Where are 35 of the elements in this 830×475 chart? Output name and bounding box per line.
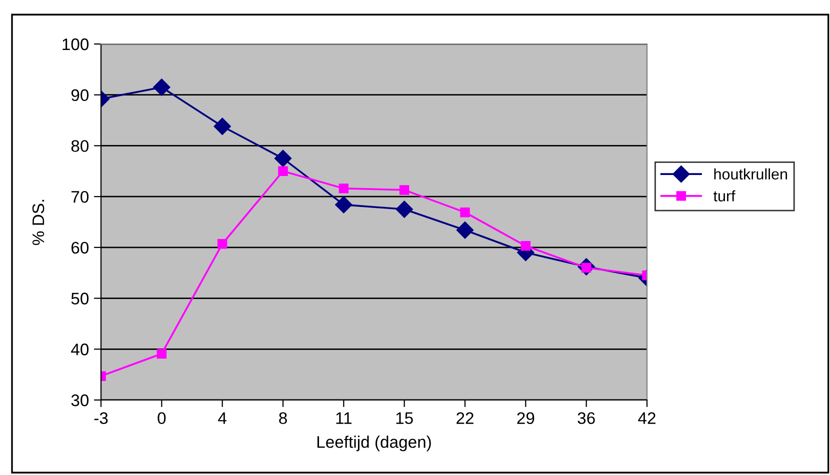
y-tick-label: 30 bbox=[71, 394, 89, 406]
y-axis-title: % DS. bbox=[32, 200, 44, 246]
x-axis-title: Leeftijd (dagen) bbox=[317, 436, 431, 452]
point bbox=[278, 166, 288, 176]
point bbox=[520, 241, 531, 251]
point bbox=[156, 348, 167, 359]
y-tick-label: 60 bbox=[72, 242, 89, 254]
y-tick-label: 80 bbox=[71, 140, 89, 152]
legend-label: turf bbox=[713, 190, 736, 202]
point bbox=[214, 118, 231, 135]
point bbox=[335, 196, 352, 214]
x-tick-label: 11 bbox=[336, 412, 352, 424]
x-tick-label: 36 bbox=[578, 412, 595, 424]
y-tick-label: 50 bbox=[71, 292, 89, 304]
x-tick-label: -3 bbox=[94, 412, 108, 424]
y-tick-label: 40 bbox=[71, 344, 89, 356]
x-tick-label: 15 bbox=[396, 412, 413, 424]
y-tick-label: 90 bbox=[71, 89, 89, 102]
point bbox=[456, 222, 474, 239]
x-tick-label: 4 bbox=[218, 412, 226, 424]
point bbox=[396, 200, 413, 218]
x-tick-label: 42 bbox=[638, 412, 656, 424]
point bbox=[274, 150, 292, 167]
x-tick-label: 22 bbox=[456, 412, 474, 424]
point bbox=[338, 184, 349, 194]
x-tick-label: 29 bbox=[517, 412, 534, 424]
point bbox=[153, 78, 170, 96]
point bbox=[460, 207, 470, 218]
point bbox=[217, 239, 228, 249]
y-tick-label: 100 bbox=[62, 38, 89, 50]
legend-label: houtkrullen bbox=[714, 168, 787, 180]
y-tick-label: 70 bbox=[72, 190, 89, 203]
x-tick-label: 0 bbox=[158, 412, 166, 424]
x-tick-label: 8 bbox=[279, 412, 287, 424]
point bbox=[399, 185, 410, 195]
